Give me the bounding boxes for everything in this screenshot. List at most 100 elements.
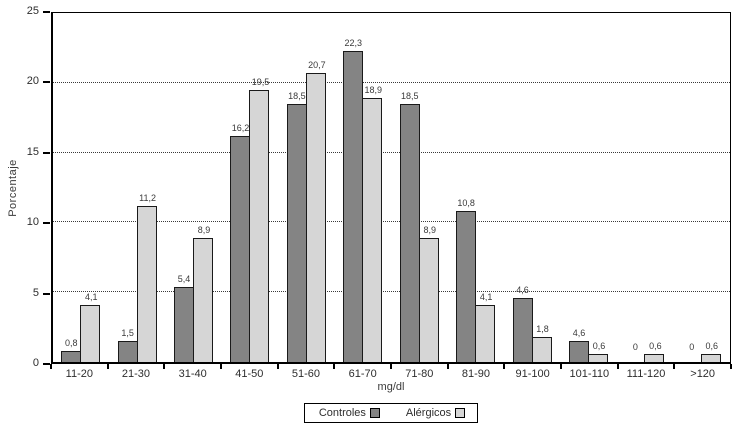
bar-alergicos [80, 304, 101, 362]
x-axis-title: mg/dl [377, 381, 405, 393]
legend-item-alergicos: Alérgicos [405, 407, 466, 419]
x-tick-label: 41-50 [235, 368, 264, 380]
value-label: 4,1 [479, 291, 493, 302]
value-label: 18,5 [400, 90, 419, 101]
bar-alergicos [362, 98, 383, 362]
x-axis-tick [163, 364, 166, 369]
x-tick-label: 51-60 [291, 368, 321, 380]
value-label: 11,2 [139, 192, 157, 203]
legend: Controles Alérgicos [303, 403, 479, 423]
x-axis-tick [673, 364, 676, 369]
bar-alergicos [418, 237, 439, 362]
category-group: 10,8 4,1 [448, 13, 504, 362]
bar-alergicos [249, 89, 270, 362]
category-group: 18,5 20,7 [279, 13, 335, 362]
y-axis-tick [43, 11, 50, 13]
bar-controles [286, 103, 307, 362]
gridline [53, 81, 730, 83]
y-tick-label: 0 [32, 357, 39, 369]
category-group: 1,5 11,2 [109, 13, 165, 362]
value-label: 10,8 [457, 198, 475, 209]
value-label: 22,3 [344, 37, 363, 48]
value-label: 0,6 [592, 340, 606, 351]
x-tick-label: 31-40 [178, 368, 207, 380]
category-group: 5,4 8,9 [166, 13, 222, 362]
bar-controles [568, 341, 589, 362]
gridline [53, 151, 730, 153]
x-tick-label: 11-20 [65, 368, 93, 380]
bar-alergicos [136, 205, 157, 362]
legend-label-controles: Controles [318, 407, 366, 419]
x-axis-tick [560, 364, 562, 369]
bar-controles [399, 103, 420, 362]
legend-item-controles: Controles [319, 407, 380, 419]
category-group: 0 0,6 [617, 13, 673, 362]
bars-layer: 0,8 4,1 1,5 11,2 5,4 8,9 16,2 19,5 18,5 20,7 22,3 1… [53, 13, 730, 362]
bar-controles [174, 286, 195, 362]
bar-alergicos [644, 353, 665, 362]
legend-swatch-controles-icon [369, 408, 380, 418]
category-group: 4,6 0,6 [561, 13, 617, 362]
bar-alergicos [305, 73, 326, 362]
x-axis-tick [390, 364, 392, 369]
category-group: 0 0,6 [674, 13, 730, 362]
bar-controles [230, 135, 251, 362]
value-label: 19,5 [251, 76, 270, 87]
category-group: 16,2 19,5 [222, 13, 278, 362]
category-group: 0,8 4,1 [53, 13, 109, 362]
x-tick-label: 81-90 [461, 368, 491, 380]
y-axis-tick [43, 151, 50, 154]
x-tick-label: 91-100 [515, 368, 550, 380]
value-label: 0,6 [705, 340, 719, 351]
x-axis-tick [730, 364, 732, 369]
gridline [53, 291, 730, 293]
bar-alergicos [587, 353, 608, 362]
bar-controles [456, 211, 477, 362]
y-tick-label: 15 [26, 145, 39, 158]
category-group: 22,3 18,9 [335, 13, 391, 362]
legend-row: Controles Alérgicos [51, 403, 731, 423]
x-axis-tick [503, 364, 506, 369]
value-label: 0,8 [64, 337, 78, 348]
value-label: 8,9 [197, 224, 211, 235]
x-axis-tick [446, 364, 449, 369]
legend-label-alergicos: Alérgicos [405, 407, 452, 419]
value-label: 20,7 [308, 60, 326, 71]
gridline [53, 221, 730, 223]
y-tick-label: 5 [32, 286, 39, 299]
x-tick-label: >120 [690, 368, 716, 380]
value-label: 16,2 [231, 122, 250, 133]
x-axis-tick [276, 364, 279, 369]
x-axis-tick [106, 364, 109, 369]
plot-area: 0,8 4,1 1,5 11,2 5,4 8,9 16,2 19,5 18,5 20,7 22,3 1… [51, 12, 731, 364]
y-tick-label: 20 [26, 75, 39, 88]
y-tick-label: 10 [26, 216, 39, 229]
x-axis-tick [333, 364, 336, 369]
x-tick-label: 101-110 [569, 368, 610, 380]
bar-controles [512, 297, 533, 362]
y-axis-tick [43, 81, 50, 84]
y-axis-tick [43, 363, 50, 365]
value-label: 4,1 [84, 291, 98, 302]
value-label: 5,4 [177, 273, 191, 284]
x-axis-tick [50, 364, 52, 369]
x-tick-label: 111-120 [626, 368, 666, 380]
value-label: 4,6 [516, 284, 529, 295]
x-axis-tick [616, 364, 619, 369]
value-label: 18,9 [364, 85, 383, 96]
x-tick-label: 61-70 [348, 368, 377, 380]
value-label: 8,9 [423, 224, 436, 235]
bar-controles [117, 341, 138, 362]
y-axis-tick [43, 222, 50, 225]
x-tick-label: 21-30 [121, 368, 151, 380]
value-label: 1,8 [536, 323, 549, 334]
x-tick-label: 71-80 [405, 368, 434, 380]
y-tick-label: 25 [26, 5, 39, 17]
x-axis-tick [220, 364, 222, 369]
bar-alergicos [700, 353, 721, 362]
category-group: 18,5 8,9 [392, 13, 448, 362]
bar-alergicos [193, 237, 214, 362]
y-axis-title: Porcentaje [7, 159, 19, 217]
value-label: 4,6 [572, 328, 586, 339]
